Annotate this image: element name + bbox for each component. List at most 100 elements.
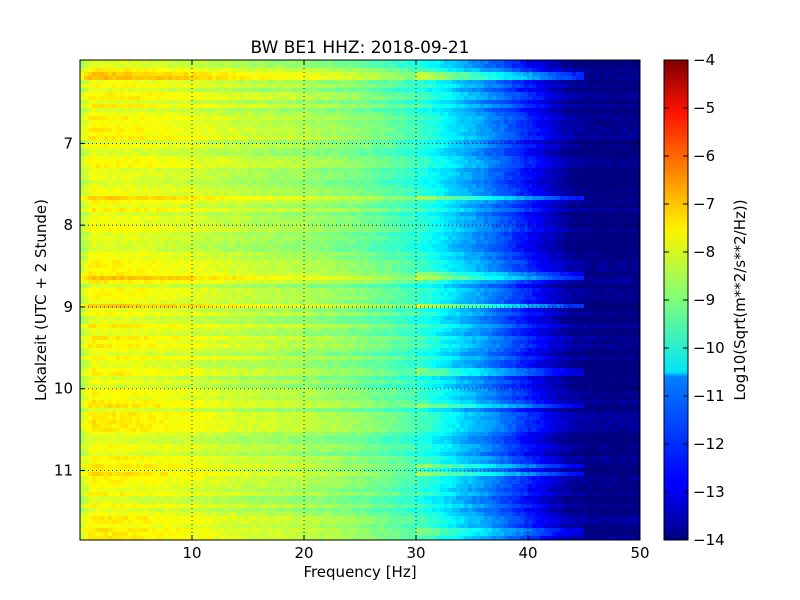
heatmap-cell [184, 172, 188, 176]
heatmap-cell [364, 168, 368, 172]
heatmap-cell [588, 100, 592, 104]
heatmap-cell [516, 108, 520, 112]
heatmap-cell [180, 64, 184, 68]
heatmap-cell [336, 200, 340, 204]
heatmap-cell [84, 172, 88, 176]
heatmap-cell [224, 156, 228, 160]
heatmap-cell [84, 80, 88, 84]
heatmap-cell [624, 120, 628, 124]
heatmap-cell [572, 124, 576, 128]
heatmap-cell [308, 192, 312, 196]
heatmap-cell [456, 168, 460, 172]
heatmap-cell [344, 200, 348, 204]
heatmap-cell [604, 132, 608, 136]
heatmap-cell [296, 132, 300, 136]
heatmap-cell [152, 120, 156, 124]
heatmap-cell [424, 164, 428, 168]
heatmap-cell [372, 164, 376, 168]
heatmap-cell [220, 84, 224, 88]
heatmap-cell [196, 100, 200, 104]
heatmap-cell [280, 192, 284, 196]
heatmap-cell [156, 68, 160, 72]
heatmap-cell [604, 92, 608, 96]
heatmap-cell [312, 108, 316, 112]
heatmap-cell [212, 192, 216, 196]
heatmap-cell [468, 132, 472, 136]
heatmap-cell [260, 124, 264, 128]
heatmap-cell [572, 108, 576, 112]
heatmap-cell [208, 92, 212, 96]
heatmap-cell [484, 68, 488, 72]
heatmap-cell [112, 100, 116, 104]
heatmap-cell [208, 160, 212, 164]
heatmap-cell [552, 72, 556, 76]
heatmap-cell [80, 196, 84, 200]
heatmap-cell [352, 100, 356, 104]
heatmap-cell [104, 176, 108, 180]
heatmap-cell [624, 176, 628, 180]
heatmap-cell [104, 196, 108, 200]
heatmap-cell [480, 152, 484, 156]
heatmap-cell [176, 80, 180, 84]
heatmap-cell [140, 80, 144, 84]
heatmap-cell [604, 112, 608, 116]
heatmap-cell [280, 64, 284, 68]
heatmap-cell [392, 68, 396, 72]
heatmap-cell [100, 152, 104, 156]
heatmap-cell [516, 164, 520, 168]
heatmap-cell [460, 112, 464, 116]
heatmap-cell [440, 92, 444, 96]
heatmap-cell [476, 108, 480, 112]
heatmap-cell [140, 192, 144, 196]
heatmap-cell [392, 100, 396, 104]
heatmap-cell [436, 64, 440, 68]
heatmap-cell [220, 72, 224, 76]
heatmap-cell [492, 180, 496, 184]
heatmap-cell [340, 120, 344, 124]
heatmap-cell [568, 164, 572, 168]
heatmap-cell [560, 100, 564, 104]
heatmap-cell [484, 72, 488, 76]
heatmap-cell [548, 104, 552, 108]
heatmap-cell [396, 72, 400, 76]
heatmap-cell [288, 124, 292, 128]
heatmap-cell [620, 68, 624, 72]
heatmap-cell [432, 120, 436, 124]
heatmap-cell [360, 60, 364, 64]
heatmap-cell [528, 192, 532, 196]
heatmap-cell [376, 72, 380, 76]
heatmap-cell [424, 168, 428, 172]
heatmap-cell [512, 164, 516, 168]
heatmap-cell [200, 164, 204, 168]
heatmap-cell [276, 64, 280, 68]
heatmap-cell [392, 148, 396, 152]
heatmap-cell [468, 152, 472, 156]
heatmap-cell [368, 80, 372, 84]
heatmap-cell [460, 136, 464, 140]
heatmap-cell [256, 68, 260, 72]
heatmap-cell [404, 160, 408, 164]
heatmap-cell [528, 64, 532, 68]
heatmap-cell [476, 100, 480, 104]
heatmap-cell [284, 132, 288, 136]
heatmap-cell [248, 156, 252, 160]
heatmap-cell [564, 72, 568, 76]
heatmap-cell [148, 116, 152, 120]
heatmap-cell [472, 156, 476, 160]
heatmap-cell [204, 184, 208, 188]
heatmap-cell [164, 128, 168, 132]
heatmap-cell [284, 200, 288, 204]
heatmap-cell [360, 184, 364, 188]
heatmap-cell [256, 156, 260, 160]
heatmap-cell [196, 64, 200, 68]
heatmap-cell [404, 180, 408, 184]
heatmap-cell [408, 160, 412, 164]
heatmap-cell [512, 104, 516, 108]
heatmap-cell [356, 88, 360, 92]
heatmap-cell [476, 176, 480, 180]
heatmap-cell [348, 96, 352, 100]
heatmap-cell [316, 152, 320, 156]
heatmap-cell [444, 132, 448, 136]
heatmap-cell [200, 128, 204, 132]
heatmap-cell [492, 160, 496, 164]
